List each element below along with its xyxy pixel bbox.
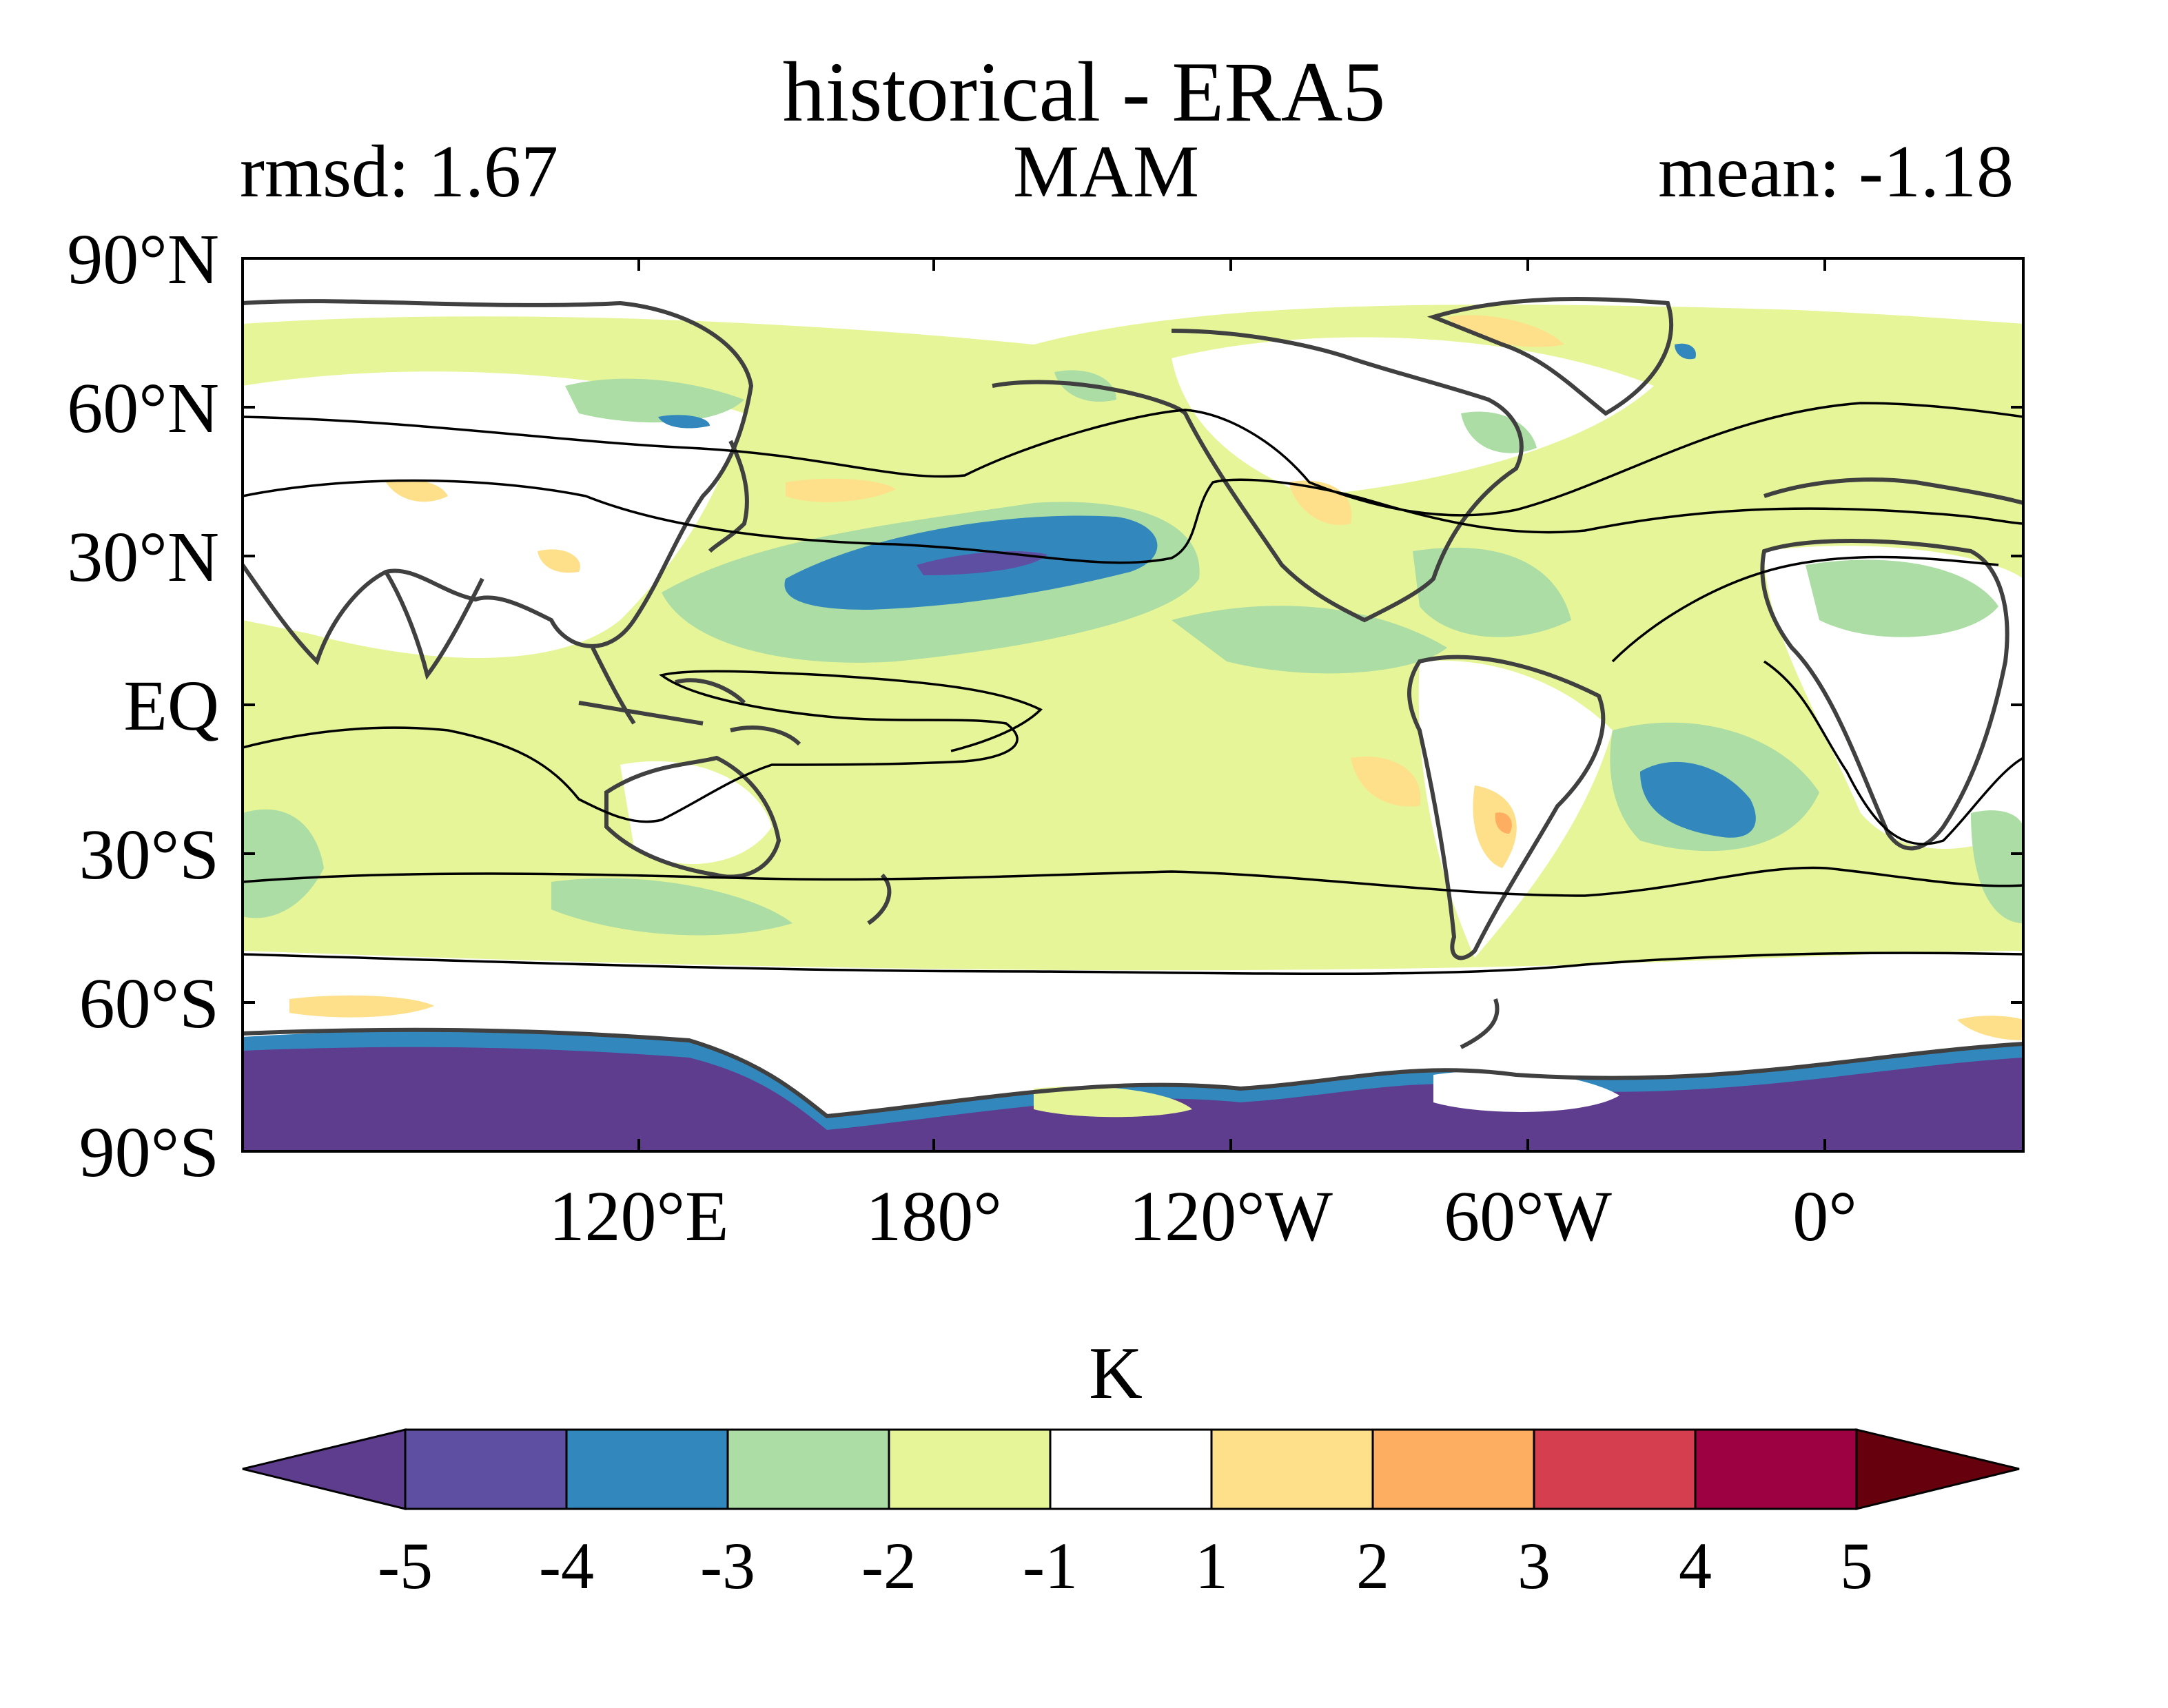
x-tick-label: 120°E <box>549 1177 728 1256</box>
colorbar-segment <box>1371 1428 1535 1510</box>
colorbar-tick-label: 4 <box>1679 1529 1712 1603</box>
coastline-path <box>1760 539 2010 851</box>
colorbar-tick-label: 3 <box>1517 1529 1551 1603</box>
anomaly-region <box>289 995 434 1018</box>
colorbar: -5 -4 -3 -2 -1 1 2 3 4 5 <box>242 1428 2020 1603</box>
coastlines <box>243 297 2023 1119</box>
anomaly-region <box>1473 785 1517 868</box>
anomaly-region <box>1433 1071 1619 1112</box>
anomaly-region <box>243 258 2023 344</box>
anomaly-region <box>551 878 792 936</box>
colorbar-segment <box>1049 1428 1213 1510</box>
anomaly-region <box>1675 343 1696 360</box>
contour-line <box>243 866 2023 897</box>
coastline-path <box>1460 998 1500 1049</box>
contour-line <box>243 402 2023 517</box>
colorbar-segment <box>1210 1428 1374 1510</box>
colorbar-unit-label: K <box>1089 1333 1143 1414</box>
colorbar-tick-label: -5 <box>378 1529 433 1603</box>
y-axis: 90°N 60°N 30°N EQ 30°S 60°S 90°S <box>67 220 2023 1192</box>
coastline-path <box>243 299 754 666</box>
anomaly-region <box>1957 1016 2023 1040</box>
anomaly-region <box>917 551 1047 575</box>
coastline-path <box>578 646 801 746</box>
coastline-path <box>243 1027 2023 1119</box>
coastline-path <box>1407 655 1606 960</box>
colorbar-tick-label: -1 <box>1023 1529 1078 1603</box>
contour-line <box>243 670 1043 823</box>
season-label: MAM <box>1013 131 1200 213</box>
colorbar-under-triangle <box>242 1428 407 1510</box>
anomaly-region <box>1172 606 1447 674</box>
colorbar-tick-label: -2 <box>861 1529 917 1603</box>
map-title: historical - ERA5 <box>782 45 1386 139</box>
x-tick-label: 60°W <box>1444 1177 1612 1256</box>
anomaly-region <box>1806 559 1998 637</box>
colorbar-segment <box>404 1428 568 1510</box>
anomaly-region <box>1447 315 1564 347</box>
anomaly-region <box>620 761 772 864</box>
y-tick-label: 30°S <box>79 815 219 894</box>
anomaly-region <box>565 378 744 423</box>
colorbar-segment <box>726 1428 890 1510</box>
colorbar-segment <box>888 1428 1052 1510</box>
contour-line <box>1611 555 1999 663</box>
anomaly-region <box>1971 810 2023 923</box>
coastline-path <box>384 570 484 680</box>
coastline-path <box>604 755 781 879</box>
colorbar-tick-label: 5 <box>1840 1529 1873 1603</box>
anomaly-region <box>1461 411 1537 453</box>
anomaly-region <box>1640 761 1756 838</box>
anomaly-region <box>538 549 580 573</box>
coastline-path <box>1426 297 1674 416</box>
y-tick-label: 90°N <box>67 220 219 299</box>
anomaly-region <box>786 478 896 502</box>
y-tick-label: EQ <box>123 666 219 745</box>
y-tick-label: 30°N <box>67 517 219 597</box>
colorbar-tick-label: -4 <box>539 1529 594 1603</box>
anomaly-region <box>1351 757 1421 807</box>
anomaly-region <box>1413 547 1571 637</box>
y-tick-label: 60°S <box>79 964 219 1043</box>
x-axis: 120°E 180° 120°W 60°W 0° <box>549 258 1857 1256</box>
colorbar-tick-label: -3 <box>700 1529 755 1603</box>
anomaly-region <box>658 415 710 429</box>
anomaly-region <box>1172 337 1654 496</box>
coastline-path <box>708 440 749 553</box>
coastline-path <box>1763 477 2023 505</box>
colorbar-segment <box>1533 1428 1697 1510</box>
rmsd-label: rmsd: 1.67 <box>240 131 559 213</box>
colorbar-segment <box>565 1428 729 1510</box>
y-tick-label: 60°N <box>67 369 219 448</box>
colorbar-over-triangle <box>1855 1428 2020 1510</box>
contour-line <box>243 951 2023 976</box>
mean-label: mean: -1.18 <box>1658 131 2014 213</box>
anomaly-region <box>386 480 448 502</box>
anomaly-region <box>243 809 324 918</box>
contour-line <box>243 478 2023 564</box>
anomaly-region <box>1418 660 1613 958</box>
anomaly-region <box>1495 812 1512 834</box>
x-tick-label: 0° <box>1792 1177 1857 1256</box>
contour-line <box>1763 660 2023 845</box>
reference-contours <box>243 402 2023 976</box>
coastline-path <box>992 329 1524 623</box>
x-tick-label: 120°W <box>1129 1177 1333 1256</box>
colorbar-segment <box>1694 1428 1858 1510</box>
anomaly-region <box>1034 1086 1192 1118</box>
colorbar-tick-label: 2 <box>1356 1529 1389 1603</box>
x-tick-label: 180° <box>866 1177 1002 1256</box>
y-tick-label: 90°S <box>79 1113 219 1192</box>
colorbar-tick-label: 1 <box>1195 1529 1228 1603</box>
